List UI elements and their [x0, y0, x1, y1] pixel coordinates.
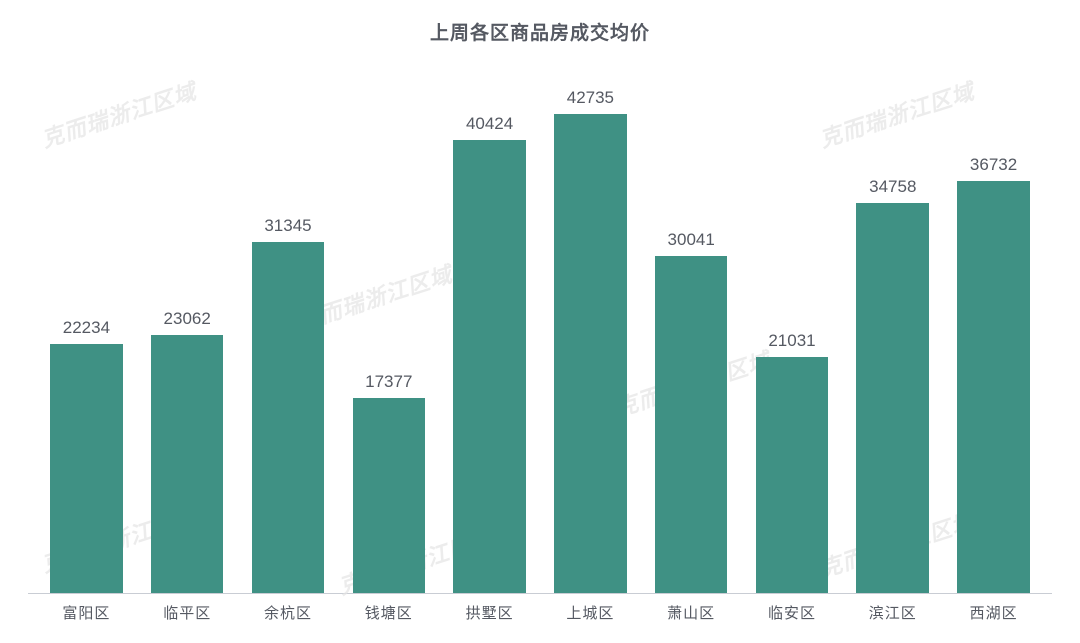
bar-rect — [957, 181, 1030, 593]
x-axis-labels: 富阳区临平区余杭区钱塘区拱墅区上城区萧山区临安区滨江区西湖区 — [28, 594, 1052, 623]
bar-rect — [554, 114, 627, 593]
bar-slot: 23062 — [137, 55, 238, 593]
bar-value-label: 17377 — [365, 372, 412, 392]
chart-title: 上周各区商品房成交均价 — [28, 18, 1052, 45]
bar-value-label: 42735 — [567, 88, 614, 108]
bar-value-label: 22234 — [63, 318, 110, 338]
bar-value-label: 34758 — [869, 177, 916, 197]
bar-slot: 31345 — [238, 55, 339, 593]
chart-container: 上周各区商品房成交均价 克而瑞浙江区域克而瑞浙江区域克而瑞浙江区域克而瑞浙江区域… — [0, 0, 1080, 643]
x-axis-label: 余杭区 — [238, 602, 339, 623]
bars-wrapper: 22234 23062 31345 17377 40424 42735 30041 21031… — [28, 55, 1052, 593]
plot-area: 克而瑞浙江区域克而瑞浙江区域克而瑞浙江区域克而瑞浙江区域克而瑞浙江区域克而瑞浙江… — [28, 55, 1052, 594]
bar-rect — [252, 242, 325, 593]
bar-value-label: 36732 — [970, 155, 1017, 175]
bar-slot: 34758 — [842, 55, 943, 593]
bar-rect — [453, 140, 526, 593]
x-axis-label: 钱塘区 — [338, 602, 439, 623]
x-axis-label: 临安区 — [742, 602, 843, 623]
bar-slot: 30041 — [641, 55, 742, 593]
x-axis-label: 滨江区 — [842, 602, 943, 623]
bar-value-label: 30041 — [668, 230, 715, 250]
bar-rect — [655, 256, 728, 593]
x-axis-label: 临平区 — [137, 602, 238, 623]
bar-value-label: 23062 — [164, 309, 211, 329]
bar-slot: 40424 — [439, 55, 540, 593]
bar-slot: 42735 — [540, 55, 641, 593]
x-axis-label: 拱墅区 — [439, 602, 540, 623]
bar-rect — [151, 335, 224, 593]
bar-rect — [353, 398, 426, 593]
bar-slot: 22234 — [36, 55, 137, 593]
bar-value-label: 31345 — [264, 216, 311, 236]
bar-value-label: 40424 — [466, 114, 513, 134]
bar-slot: 21031 — [742, 55, 843, 593]
x-axis-label: 富阳区 — [36, 602, 137, 623]
bar-value-label: 21031 — [768, 331, 815, 351]
bar-rect — [856, 203, 929, 593]
bar-rect — [50, 344, 123, 593]
bar-rect — [756, 357, 829, 593]
bar-slot: 36732 — [943, 55, 1044, 593]
bar-slot: 17377 — [338, 55, 439, 593]
x-axis-label: 萧山区 — [641, 602, 742, 623]
x-axis-label: 上城区 — [540, 602, 641, 623]
x-axis-label: 西湖区 — [943, 602, 1044, 623]
